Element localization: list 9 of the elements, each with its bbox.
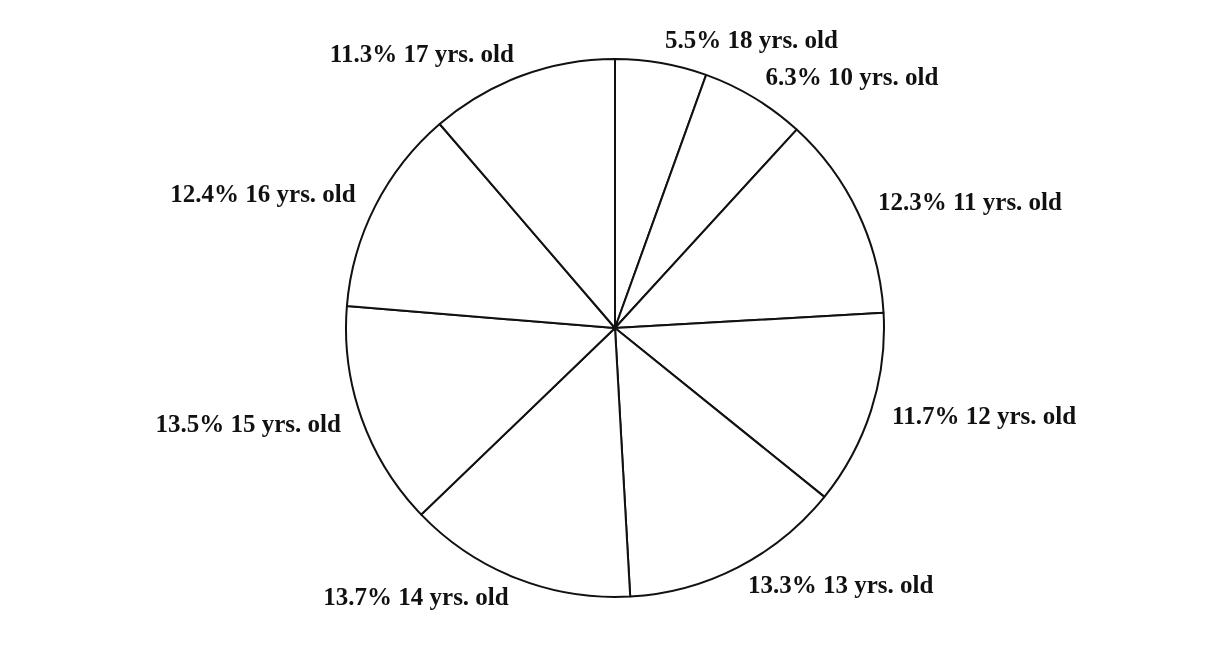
slice-label: 13.5% 15 yrs. old bbox=[155, 410, 341, 438]
slice-label: 6.3% 10 yrs. old bbox=[765, 63, 939, 91]
slice-label: 13.3% 13 yrs. old bbox=[747, 571, 934, 599]
slice-label: 11.3% 17 yrs. old bbox=[329, 39, 514, 67]
slice-label: 11.7% 12 yrs. old bbox=[892, 401, 1077, 429]
slice-label: 13.7% 14 yrs. old bbox=[323, 583, 509, 611]
slice-label: 5.5% 18 yrs. old bbox=[665, 25, 839, 53]
slice-label: 12.3% 11 yrs. old bbox=[877, 187, 1063, 215]
slice-label: 12.4% 16 yrs. old bbox=[170, 180, 356, 208]
